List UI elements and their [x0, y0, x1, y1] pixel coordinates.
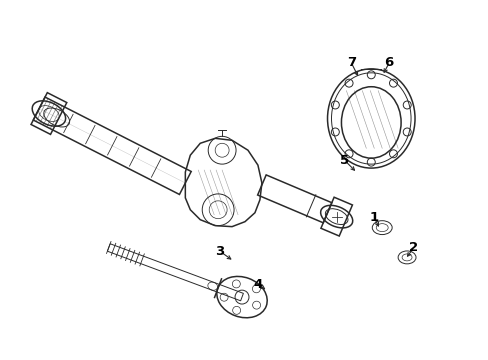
Text: 7: 7 [346, 57, 355, 69]
Text: 6: 6 [384, 57, 393, 69]
Text: 1: 1 [369, 211, 378, 224]
Text: 3: 3 [215, 245, 224, 258]
Text: 4: 4 [253, 278, 262, 291]
Text: 5: 5 [339, 154, 348, 167]
Text: 2: 2 [408, 241, 418, 254]
